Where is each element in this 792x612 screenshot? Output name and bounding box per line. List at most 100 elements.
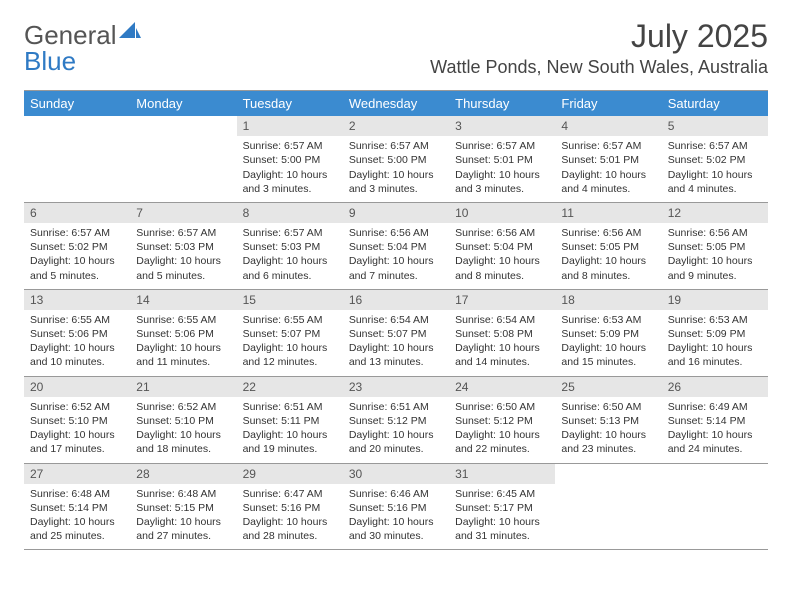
calendar-day-cell: 18Sunrise: 6:53 AMSunset: 5:09 PMDayligh… <box>555 290 661 376</box>
day-number: 21 <box>130 377 236 397</box>
daylight-line: Daylight: 10 hours and 19 minutes. <box>243 428 337 456</box>
sunrise-line: Sunrise: 6:50 AM <box>561 400 655 414</box>
sunrise-line: Sunrise: 6:48 AM <box>136 487 230 501</box>
calendar-day-cell: 31Sunrise: 6:45 AMSunset: 5:17 PMDayligh… <box>449 464 555 550</box>
day-number: 19 <box>662 290 768 310</box>
calendar-header-row: SundayMondayTuesdayWednesdayThursdayFrid… <box>24 91 768 116</box>
daylight-line: Daylight: 10 hours and 13 minutes. <box>349 341 443 369</box>
day-number: 25 <box>555 377 661 397</box>
calendar-day-cell: 11Sunrise: 6:56 AMSunset: 5:05 PMDayligh… <box>555 203 661 289</box>
daylight-line: Daylight: 10 hours and 16 minutes. <box>668 341 762 369</box>
weekday-header: Tuesday <box>237 91 343 116</box>
calendar-day-cell: 4Sunrise: 6:57 AMSunset: 5:01 PMDaylight… <box>555 116 661 202</box>
daylight-line: Daylight: 10 hours and 24 minutes. <box>668 428 762 456</box>
sunset-line: Sunset: 5:06 PM <box>30 327 124 341</box>
calendar-day-cell: 27Sunrise: 6:48 AMSunset: 5:14 PMDayligh… <box>24 464 130 550</box>
day-number: 3 <box>449 116 555 136</box>
sunrise-line: Sunrise: 6:57 AM <box>30 226 124 240</box>
day-number: 6 <box>24 203 130 223</box>
sunrise-line: Sunrise: 6:49 AM <box>668 400 762 414</box>
sunrise-line: Sunrise: 6:56 AM <box>561 226 655 240</box>
day-number: 12 <box>662 203 768 223</box>
day-number: 26 <box>662 377 768 397</box>
sunrise-line: Sunrise: 6:55 AM <box>136 313 230 327</box>
sunset-line: Sunset: 5:02 PM <box>30 240 124 254</box>
sunset-line: Sunset: 5:00 PM <box>349 153 443 167</box>
sunrise-line: Sunrise: 6:57 AM <box>561 139 655 153</box>
day-number: 11 <box>555 203 661 223</box>
sunrise-line: Sunrise: 6:54 AM <box>455 313 549 327</box>
weekday-header: Saturday <box>662 91 768 116</box>
sunrise-line: Sunrise: 6:46 AM <box>349 487 443 501</box>
daylight-line: Daylight: 10 hours and 14 minutes. <box>455 341 549 369</box>
calendar-day-cell: 5Sunrise: 6:57 AMSunset: 5:02 PMDaylight… <box>662 116 768 202</box>
sunset-line: Sunset: 5:07 PM <box>349 327 443 341</box>
sunrise-line: Sunrise: 6:54 AM <box>349 313 443 327</box>
sunset-line: Sunset: 5:08 PM <box>455 327 549 341</box>
day-number: 13 <box>24 290 130 310</box>
daylight-line: Daylight: 10 hours and 12 minutes. <box>243 341 337 369</box>
day-number: 24 <box>449 377 555 397</box>
sunrise-line: Sunrise: 6:57 AM <box>243 226 337 240</box>
weekday-header: Friday <box>555 91 661 116</box>
sunrise-line: Sunrise: 6:47 AM <box>243 487 337 501</box>
sunset-line: Sunset: 5:13 PM <box>561 414 655 428</box>
sunrise-line: Sunrise: 6:51 AM <box>243 400 337 414</box>
day-number: 2 <box>343 116 449 136</box>
daylight-line: Daylight: 10 hours and 5 minutes. <box>136 254 230 282</box>
daylight-line: Daylight: 10 hours and 20 minutes. <box>349 428 443 456</box>
sunset-line: Sunset: 5:01 PM <box>561 153 655 167</box>
sunset-line: Sunset: 5:05 PM <box>561 240 655 254</box>
day-number: 1 <box>237 116 343 136</box>
weekday-header: Sunday <box>24 91 130 116</box>
daylight-line: Daylight: 10 hours and 17 minutes. <box>30 428 124 456</box>
sunset-line: Sunset: 5:01 PM <box>455 153 549 167</box>
sunrise-line: Sunrise: 6:55 AM <box>30 313 124 327</box>
sunset-line: Sunset: 5:12 PM <box>349 414 443 428</box>
daylight-line: Daylight: 10 hours and 6 minutes. <box>243 254 337 282</box>
calendar-day-cell: 14 Sunrise: 6:55 AMSunset: 5:06 PMDayligh… <box>130 290 236 376</box>
sunrise-line: Sunrise: 6:48 AM <box>30 487 124 501</box>
calendar-day-cell: 7Sunrise: 6:57 AMSunset: 5:03 PMDaylight… <box>130 203 236 289</box>
sunrise-line: Sunrise: 6:57 AM <box>136 226 230 240</box>
daylight-line: Daylight: 10 hours and 11 minutes. <box>136 341 230 369</box>
daylight-line: Daylight: 10 hours and 18 minutes. <box>136 428 230 456</box>
calendar-day-cell: 6Sunrise: 6:57 AMSunset: 5:02 PMDaylight… <box>24 203 130 289</box>
daylight-line: Daylight: 10 hours and 25 minutes. <box>30 515 124 543</box>
sunset-line: Sunset: 5:04 PM <box>349 240 443 254</box>
calendar-day-cell: 1Sunrise: 6:57 AMSunset: 5:00 PMDaylight… <box>237 116 343 202</box>
calendar-day-cell: 24Sunrise: 6:50 AMSunset: 5:12 PMDayligh… <box>449 377 555 463</box>
calendar-day-cell: 2Sunrise: 6:57 AMSunset: 5:00 PMDaylight… <box>343 116 449 202</box>
weekday-header: Thursday <box>449 91 555 116</box>
sunrise-line: Sunrise: 6:45 AM <box>455 487 549 501</box>
calendar-day-cell: 12Sunrise: 6:56 AMSunset: 5:05 PMDayligh… <box>662 203 768 289</box>
daylight-line: Daylight: 10 hours and 4 minutes. <box>668 168 762 196</box>
day-number: 14 <box>130 290 236 310</box>
sunrise-line: Sunrise: 6:56 AM <box>668 226 762 240</box>
calendar-day-cell: 20Sunrise: 6:52 AMSunset: 5:10 PMDayligh… <box>24 377 130 463</box>
day-number: 29 <box>237 464 343 484</box>
sail-icon <box>119 18 141 44</box>
calendar-day-cell: 26Sunrise: 6:49 AMSunset: 5:14 PMDayligh… <box>662 377 768 463</box>
calendar: SundayMondayTuesdayWednesdayThursdayFrid… <box>24 90 768 550</box>
day-number: 31 <box>449 464 555 484</box>
sunset-line: Sunset: 5:11 PM <box>243 414 337 428</box>
sunset-line: Sunset: 5:00 PM <box>243 153 337 167</box>
calendar-day-cell: 3Sunrise: 6:57 AMSunset: 5:01 PMDaylight… <box>449 116 555 202</box>
sunrise-line: Sunrise: 6:57 AM <box>668 139 762 153</box>
calendar-empty-cell <box>662 464 768 550</box>
day-number: 18 <box>555 290 661 310</box>
sunset-line: Sunset: 5:04 PM <box>455 240 549 254</box>
daylight-line: Daylight: 10 hours and 30 minutes. <box>349 515 443 543</box>
sunset-line: Sunset: 5:03 PM <box>243 240 337 254</box>
calendar-day-cell: 23Sunrise: 6:51 AMSunset: 5:12 PMDayligh… <box>343 377 449 463</box>
sunset-line: Sunset: 5:06 PM <box>136 327 230 341</box>
location-text: Wattle Ponds, New South Wales, Australia <box>430 57 768 78</box>
calendar-week: 13Sunrise: 6:55 AMSunset: 5:06 PMDayligh… <box>24 290 768 377</box>
calendar-day-cell: 29Sunrise: 6:47 AMSunset: 5:16 PMDayligh… <box>237 464 343 550</box>
sunset-line: Sunset: 5:16 PM <box>243 501 337 515</box>
calendar-day-cell: 19Sunrise: 6:53 AMSunset: 5:09 PMDayligh… <box>662 290 768 376</box>
daylight-line: Daylight: 10 hours and 7 minutes. <box>349 254 443 282</box>
day-number: 15 <box>237 290 343 310</box>
calendar-day-cell: 25Sunrise: 6:50 AMSunset: 5:13 PMDayligh… <box>555 377 661 463</box>
